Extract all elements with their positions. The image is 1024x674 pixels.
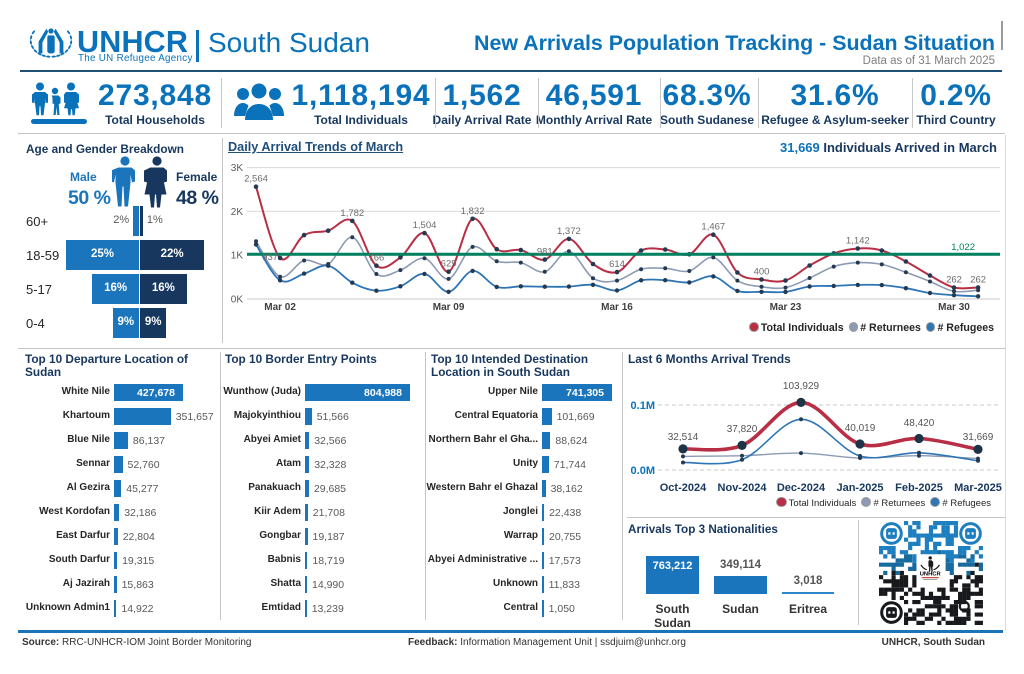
svg-text:766: 766 xyxy=(368,253,384,264)
svg-text:0.0M: 0.0M xyxy=(631,465,655,477)
svg-text:Jan-2025: Jan-2025 xyxy=(836,482,883,494)
svg-text:937: 937 xyxy=(262,252,278,263)
svg-text:32,514: 32,514 xyxy=(668,432,699,443)
svg-text:0K: 0K xyxy=(231,295,244,306)
svg-text:262: 262 xyxy=(970,275,986,286)
svg-text:614: 614 xyxy=(609,259,625,270)
svg-text:40,019: 40,019 xyxy=(845,423,876,434)
svg-text:31,669: 31,669 xyxy=(963,432,994,443)
svg-text:1,782: 1,782 xyxy=(340,208,364,219)
svg-text:0.1M: 0.1M xyxy=(631,400,655,412)
svg-text:Mar 02: Mar 02 xyxy=(264,302,296,313)
svg-text:1,142: 1,142 xyxy=(846,236,870,247)
svg-text:UNHCR: UNHCR xyxy=(920,572,942,578)
svg-text:1,504: 1,504 xyxy=(413,220,437,231)
svg-text:37,820: 37,820 xyxy=(727,424,758,435)
svg-text:Mar-2025: Mar-2025 xyxy=(954,482,1002,494)
svg-text:400: 400 xyxy=(754,267,770,278)
svg-text:Mar 23: Mar 23 xyxy=(770,302,802,313)
svg-text:2K: 2K xyxy=(231,207,244,218)
svg-text:1,832: 1,832 xyxy=(461,206,485,217)
svg-text:262: 262 xyxy=(946,275,962,286)
svg-text:Mar 16: Mar 16 xyxy=(601,302,633,313)
svg-text:48,420: 48,420 xyxy=(904,418,935,429)
svg-text:Nov-2024: Nov-2024 xyxy=(718,482,768,494)
svg-text:981: 981 xyxy=(537,247,553,258)
svg-text:1,022: 1,022 xyxy=(951,242,975,253)
svg-text:2,564: 2,564 xyxy=(244,174,268,185)
svg-text:103,929: 103,929 xyxy=(783,381,820,392)
svg-text:Dec-2024: Dec-2024 xyxy=(777,482,826,494)
svg-text:Feb-2025: Feb-2025 xyxy=(895,482,943,494)
svg-text:1,467: 1,467 xyxy=(701,222,725,233)
svg-text:629: 629 xyxy=(441,259,457,270)
svg-text:Oct-2024: Oct-2024 xyxy=(660,482,707,494)
svg-text:1K: 1K xyxy=(231,251,244,262)
svg-text:Mar 09: Mar 09 xyxy=(433,302,465,313)
svg-text:Mar 30: Mar 30 xyxy=(938,302,970,313)
svg-text:3K: 3K xyxy=(231,163,244,174)
svg-text:1,372: 1,372 xyxy=(557,226,581,237)
